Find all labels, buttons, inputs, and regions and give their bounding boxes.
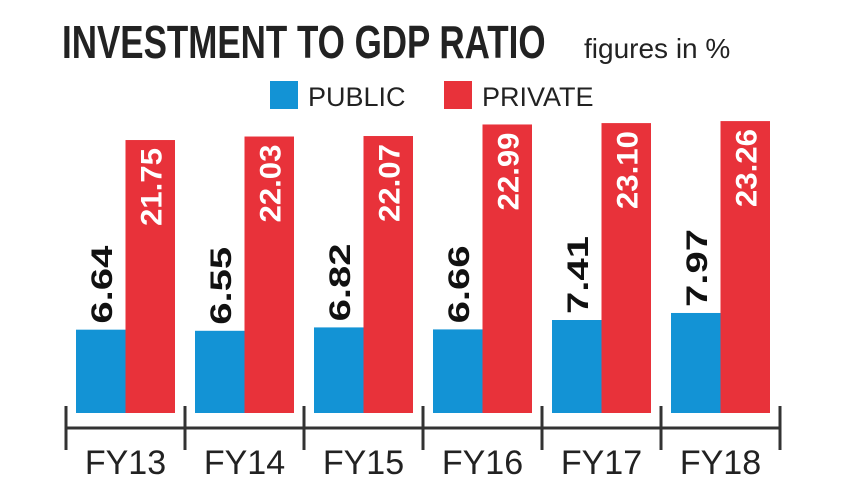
legend: PUBLIC PRIVATE: [270, 81, 594, 112]
x-tick-label: FY16: [442, 444, 523, 482]
chart-title: INVESTMENT TO GDP RATIO: [62, 16, 546, 68]
data-label-public: 6.64: [86, 245, 119, 323]
x-tick-label: FY18: [680, 444, 761, 482]
data-label-private: 21.75: [135, 148, 168, 226]
x-tick-label: FY15: [323, 444, 404, 482]
x-tick-label: FY13: [85, 444, 166, 482]
data-label-public: 7.41: [562, 236, 595, 314]
x-tick-label: FY14: [204, 444, 285, 482]
legend-label-public: PUBLIC: [308, 82, 406, 112]
bar-private: [244, 136, 294, 413]
legend-swatch-public: [270, 81, 298, 109]
data-label-private: 22.99: [492, 132, 525, 210]
bar-public: [314, 327, 364, 413]
bar-private: [363, 136, 413, 414]
bar-private: [125, 140, 175, 413]
bar-private: [720, 121, 770, 413]
data-label-public: 6.66: [443, 245, 476, 323]
bar-public: [552, 320, 602, 413]
data-label-public: 6.82: [324, 243, 357, 321]
bar-private: [601, 123, 651, 413]
data-label-public: 6.55: [205, 247, 238, 325]
legend-label-private: PRIVATE: [482, 82, 594, 112]
bar-public: [195, 330, 245, 413]
data-label-private: 23.10: [611, 131, 644, 209]
x-tick-label: FY17: [561, 444, 642, 482]
legend-swatch-private: [444, 81, 472, 109]
data-label-private: 23.26: [730, 129, 763, 207]
bar-public: [671, 312, 721, 413]
bar-public: [433, 329, 483, 413]
data-label-private: 22.03: [254, 145, 287, 223]
bar-private: [482, 124, 532, 414]
data-label-private: 22.07: [373, 144, 406, 222]
data-label-public: 7.97: [681, 229, 714, 307]
bar-public: [76, 329, 126, 413]
chart-subtitle: figures in %: [584, 33, 730, 64]
